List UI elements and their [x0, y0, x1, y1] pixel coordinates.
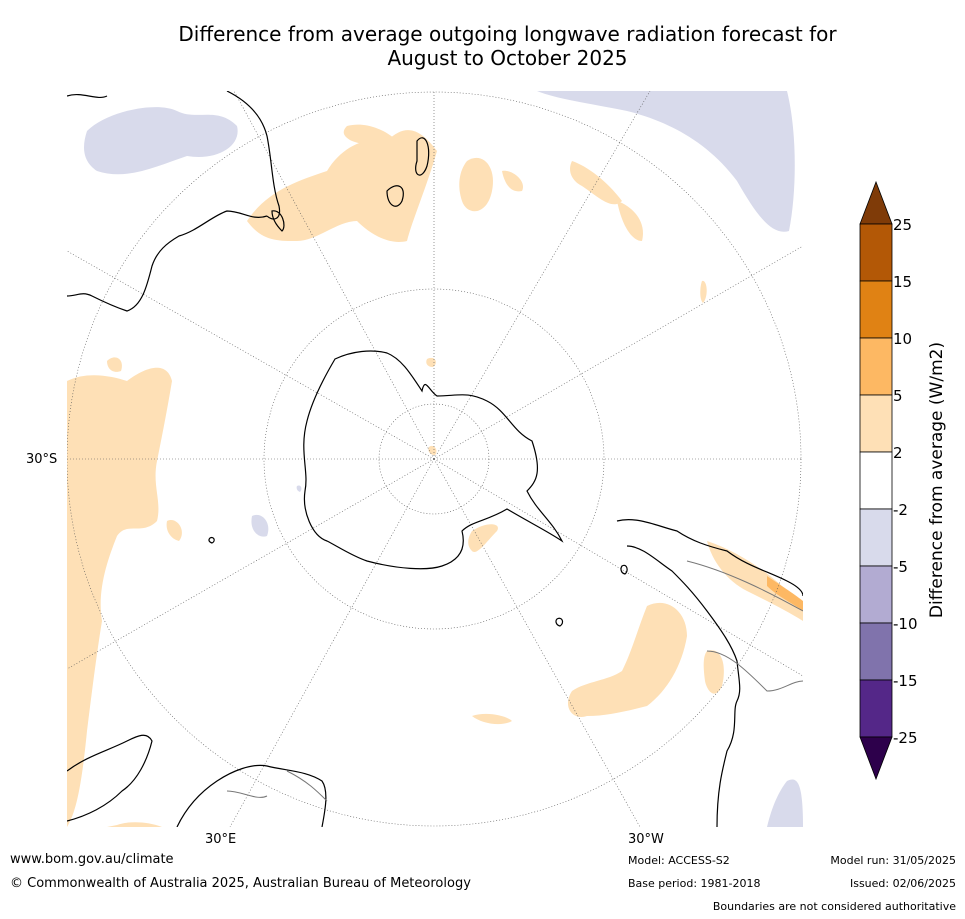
copyright-text: © Commonwealth of Australia 2025, Austra… — [10, 876, 471, 891]
colorbar-tick-10: 10 — [893, 330, 912, 348]
colorbar-tick-m10: -10 — [893, 615, 918, 633]
colorbar-swatches — [859, 180, 893, 781]
base-period-text: Base period: 1981-2018 — [628, 877, 761, 890]
colorbar-tick-m25: -25 — [893, 729, 918, 747]
graticule — [67, 91, 803, 827]
colorbar-tick-m2: -2 — [893, 501, 908, 519]
colorbar-band-15-25 — [859, 223, 893, 282]
longitude-label-30w: 30°W — [628, 832, 664, 847]
model-run-text: Model run: 31/05/2025 — [830, 854, 956, 867]
colorbar-tick-5: 5 — [893, 387, 903, 405]
colorbar-band-2-5 — [859, 394, 893, 453]
colorbar-tick-15: 15 — [893, 273, 912, 291]
latitude-label-30s: 30°S — [26, 452, 58, 467]
boundaries-disclaimer: Boundaries are not considered authoritat… — [712, 900, 956, 913]
colorbar-tick-m5: -5 — [893, 558, 908, 576]
coastlines — [67, 91, 803, 827]
colorbar-band-m10-m15 — [859, 622, 893, 681]
colorbar-band-m2-m5 — [859, 508, 893, 567]
colorbar-label: Difference from average (W/m2) — [927, 342, 947, 618]
title-line-2: August to October 2025 — [387, 46, 628, 70]
issued-text: Issued: 02/06/2025 — [849, 877, 956, 890]
model-text: Model: ACCESS-S2 — [628, 854, 730, 867]
title-line-1: Difference from average outgoing longwav… — [178, 22, 837, 46]
political-boundaries — [226, 560, 803, 802]
colorbar-band-neutral — [859, 451, 893, 510]
colorbar-band-m15-m25 — [859, 679, 893, 738]
andes-anomaly — [767, 576, 803, 611]
colorbar-tick-m15: -15 — [893, 672, 918, 690]
colorbar-extend-top — [859, 180, 893, 225]
colorbar-band-m5-m10 — [859, 565, 893, 624]
colorbar-tick-25: 25 — [893, 216, 912, 234]
positive-anomaly-regions — [67, 124, 803, 827]
colorbar: 25 15 10 5 2 -2 -5 -10 -15 -25 Differenc… — [859, 180, 947, 781]
longitude-label-30e: 30°E — [205, 832, 237, 847]
colorbar-band-5-10 — [859, 337, 893, 396]
negative-anomaly-regions — [84, 91, 803, 827]
website-link[interactable]: www.bom.gov.au/climate — [10, 852, 174, 867]
colorbar-tick-2: 2 — [893, 444, 903, 462]
colorbar-band-10-15 — [859, 280, 893, 339]
map-canvas — [67, 91, 803, 827]
colorbar-extend-bottom — [859, 736, 893, 781]
map-title: Difference from average outgoing longwav… — [90, 22, 925, 70]
